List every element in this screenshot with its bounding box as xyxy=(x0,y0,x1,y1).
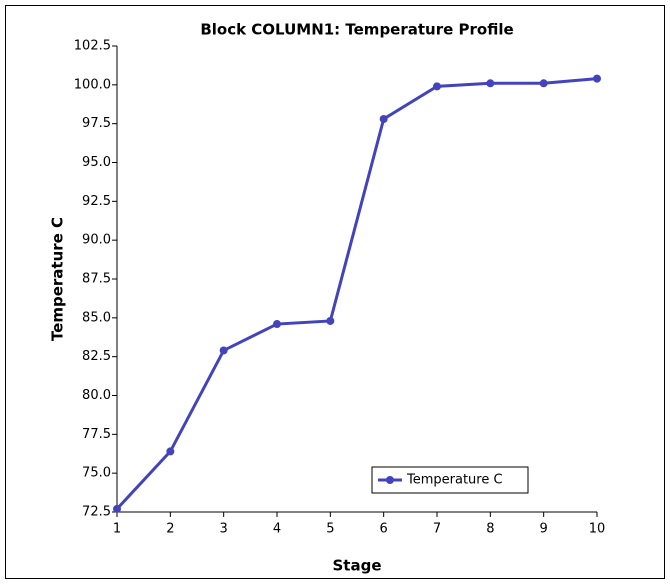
data-point xyxy=(593,74,601,83)
x-tick-label: 3 xyxy=(220,522,228,537)
data-point xyxy=(326,316,335,325)
x-axis-label: Stage xyxy=(332,557,381,575)
data-point xyxy=(166,447,175,456)
x-tick-label: 8 xyxy=(486,522,494,537)
data-point xyxy=(379,115,388,124)
y-tick-label: 80.0 xyxy=(82,388,111,403)
y-axis-label: Temperature C xyxy=(49,217,67,341)
x-tick-label: 6 xyxy=(380,522,388,537)
y-tick-label: 102.5 xyxy=(74,39,111,54)
data-point xyxy=(433,82,441,91)
y-tick-label: 90.0 xyxy=(82,233,111,248)
data-point xyxy=(219,346,228,355)
x-tick-label: 4 xyxy=(273,522,281,537)
x-tick-label: 1 xyxy=(113,522,121,537)
chart-title: Block COLUMN1: Temperature Profile xyxy=(200,21,513,39)
chart-border xyxy=(5,5,665,579)
y-tick-label: 87.5 xyxy=(82,272,111,287)
y-tick-label: 75.0 xyxy=(82,466,111,481)
x-tick-label: 7 xyxy=(433,522,441,537)
x-tick-label: 10 xyxy=(589,522,606,537)
y-tick-label: 92.5 xyxy=(82,194,111,209)
data-point xyxy=(486,79,495,88)
y-tick-label: 77.5 xyxy=(82,427,111,442)
data-point xyxy=(539,79,548,88)
y-tick-label: 82.5 xyxy=(82,349,111,364)
y-tick-label: 95.0 xyxy=(82,155,111,170)
legend-marker xyxy=(386,476,394,484)
data-point xyxy=(113,504,121,513)
y-tick-label: 97.5 xyxy=(82,116,111,131)
y-tick-label: 100.0 xyxy=(74,77,111,92)
y-tick-label: 85.0 xyxy=(82,310,111,325)
legend-label: Temperature C xyxy=(406,473,503,488)
x-tick-label: 2 xyxy=(166,522,174,537)
x-tick-label: 5 xyxy=(326,522,334,537)
data-point xyxy=(273,320,281,329)
data-line xyxy=(115,77,598,510)
x-tick-label: 9 xyxy=(540,522,548,537)
y-tick-label: 72.5 xyxy=(82,505,111,520)
